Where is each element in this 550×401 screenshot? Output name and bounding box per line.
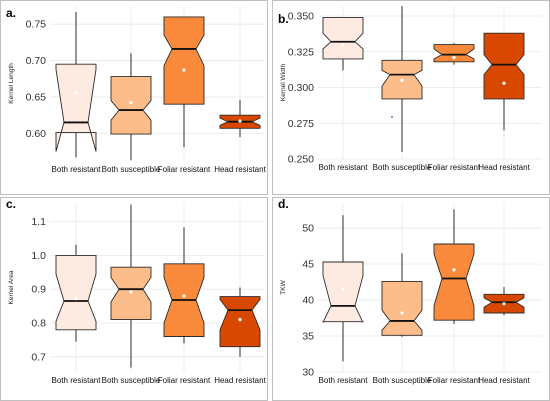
mean-point [452,55,456,60]
x-tick-label: Head resistant [478,163,530,172]
x-tick-label: Both susceptible [102,165,161,174]
x-tick-label: Foliar resistant [158,376,211,385]
stray-point [391,116,393,118]
box-both-susceptible [110,53,152,161]
y-tick-label: 0.75 [26,19,47,31]
box-head-resistant [219,99,261,137]
notched-box [163,16,205,105]
notched-box [483,32,525,100]
notched-box [110,76,152,135]
box-both-susceptible [381,253,423,337]
box-foliar-resistant [433,209,475,324]
y-tick-label: 35 [302,331,314,343]
mean-point [502,81,506,85]
box-both-resistant [55,244,97,342]
box-both-susceptible [381,6,423,152]
notched-box [322,16,364,60]
mean-point [238,119,242,123]
notched-box [322,261,364,323]
x-tick-label: Both resistant [52,376,102,385]
mean-point [400,78,404,82]
box-foliar-resistant [163,227,205,344]
panel-4: 30 35 40 45 50 TKW d. Both resistant Both suscep… [278,197,542,385]
panel-label: d. [278,197,289,211]
y-tick-label: 1.0 [31,250,46,262]
y-tick-label: 0.60 [26,128,47,140]
notched-box [433,243,475,321]
mean-point [129,101,133,105]
box-foliar-resistant [433,43,475,65]
x-tick-label: Both resistant [319,376,369,385]
y-axis-label: TKW [280,279,287,294]
panel-2: 0.250 0.275 0.300 0.325 0.350 Kernel Width b. B… [278,6,542,172]
box-head-resistant [483,32,525,131]
y-tick-label: 1.1 [31,216,46,228]
mean-point [182,294,186,298]
box-both-resistant [322,16,364,71]
y-tick-label: 30 [302,367,314,379]
y-tick-label: 0.65 [26,91,47,103]
box-both-susceptible [110,204,152,368]
y-tick-label: 0.8 [31,317,46,329]
mean-point [238,318,242,322]
x-tick-label: Foliar resistant [158,165,211,174]
y-tick-label: 0.9 [31,284,46,296]
x-tick-label: Both susceptible [373,163,432,172]
mean-point [341,287,345,291]
x-tick-label: Head resistant [214,165,266,174]
y-axis-label: Kernel Length [8,63,15,104]
mean-point [74,90,78,95]
x-tick-label: Foliar resistant [428,163,481,172]
mean-point [341,43,345,47]
box-head-resistant [219,287,261,357]
y-axis-label: Kernel Area [8,270,15,304]
mean-point [502,302,506,306]
y-tick-label: 0.300 [288,82,314,94]
mean-point [400,311,404,315]
x-tick-label: Head resistant [478,376,530,385]
mean-point [74,297,78,301]
y-tick-label: 0.70 [26,55,47,67]
y-tick-label: 0.250 [288,154,314,166]
panel-label: a. [6,6,16,20]
panel-3: 0.7 0.8 0.9 1.0 1.1 Kernel Area c. Both resista… [6,197,267,385]
y-axis-label: Kernel Width [280,64,287,102]
mean-point [129,290,133,294]
panel-label: b. [278,12,289,26]
y-tick-label: 0.325 [288,46,314,58]
panel-label: c. [6,197,16,211]
y-tick-label: 0.7 [31,351,46,363]
mean-point [452,268,456,272]
box-head-resistant [483,287,525,316]
box-both-resistant [55,11,97,158]
notched-box [55,63,97,152]
x-tick-label: Head resistant [214,376,266,385]
y-tick-label: 0.275 [288,118,314,130]
x-tick-label: Foliar resistant [428,376,481,385]
box-foliar-resistant [163,16,205,148]
y-tick-label: 40 [302,295,314,307]
panel-1: 0.60 0.65 0.70 0.75 Kernel Length a. Both resi… [6,6,267,174]
box-both-resistant [322,215,364,362]
notched-box [219,296,261,348]
y-tick-label: 0.350 [288,11,314,23]
notched-box [433,44,475,63]
x-tick-label: Both resistant [52,165,102,174]
y-tick-label: 50 [302,223,314,235]
x-tick-label: Both resistant [319,163,369,172]
mean-point [182,68,186,72]
y-tick-label: 45 [302,259,314,271]
x-tick-label: Both susceptible [102,376,161,385]
notched-box [381,280,423,336]
notched-box [55,254,97,331]
x-tick-label: Both susceptible [373,376,432,385]
